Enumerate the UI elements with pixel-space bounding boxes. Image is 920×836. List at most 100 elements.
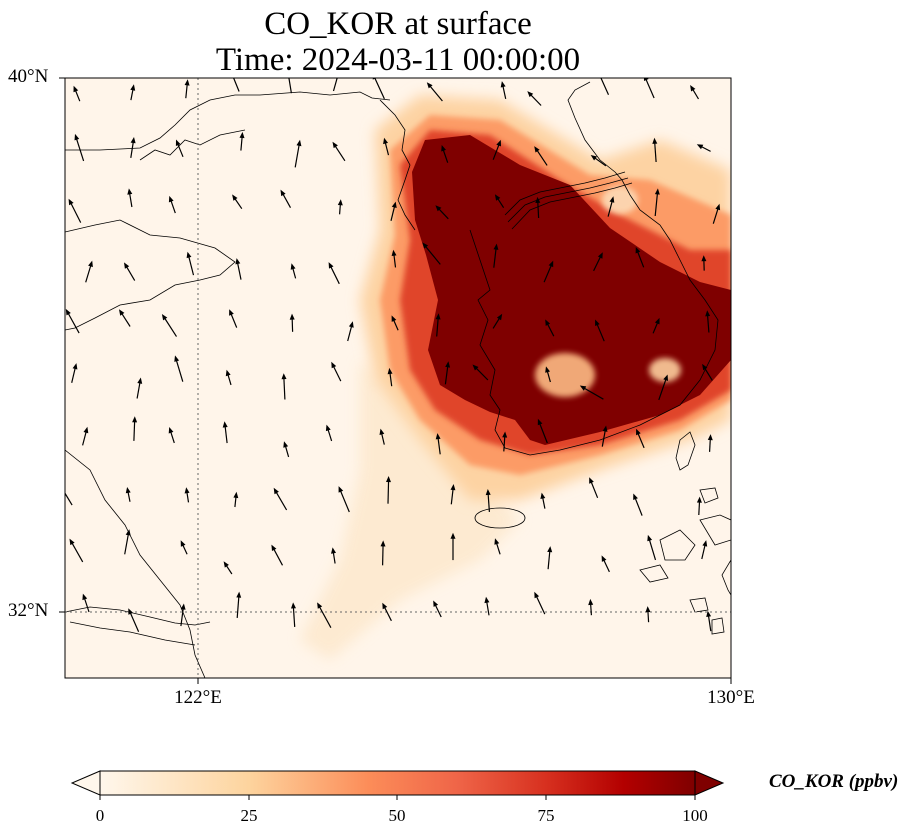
wind-arrowhead: [72, 363, 78, 370]
wind-arrowhead: [435, 313, 441, 320]
wind-vector: [537, 199, 540, 219]
wind-arrowhead: [180, 540, 186, 547]
wind-arrowhead: [174, 355, 180, 362]
wind-vector: [654, 140, 657, 163]
wind-vector: [535, 594, 546, 615]
wind-vector: [65, 492, 73, 506]
wind-arrowhead: [485, 489, 491, 496]
wind-arrowhead: [130, 137, 136, 144]
wind-arrowhead: [125, 529, 131, 536]
wind-vectors: [65, 71, 721, 632]
wind-vector: [75, 136, 85, 162]
wind-arrowhead: [579, 385, 587, 391]
wind-vector: [658, 377, 668, 401]
colorbar-tick-100: 100: [682, 806, 708, 825]
wind-arrowhead: [652, 137, 658, 144]
wind-arrowhead: [168, 427, 174, 434]
wind-vector: [70, 540, 84, 563]
wind-arrowhead: [422, 242, 429, 249]
wind-arrowhead: [161, 314, 168, 321]
wind-arrowhead: [441, 145, 446, 152]
wind-arrowhead: [332, 141, 338, 149]
wind-arrowhead: [601, 555, 607, 562]
wind-arrowhead: [588, 598, 594, 606]
lat-label-40n: 40°N: [8, 66, 49, 87]
wind-arrowhead: [654, 317, 660, 325]
wind-vector: [387, 478, 390, 504]
wind-arrowhead: [496, 313, 503, 321]
wind-arrowhead: [180, 603, 186, 610]
wind-arrowhead: [387, 367, 393, 375]
wind-arrowhead: [548, 260, 554, 268]
wind-arrowhead: [597, 252, 603, 259]
wind-arrowhead: [472, 364, 479, 371]
wind-arrowhead: [633, 493, 638, 500]
wind-arrowhead: [701, 255, 707, 262]
colorbar-tick-75: 75: [537, 806, 555, 825]
wind-arrowhead: [271, 544, 277, 551]
map-frame: [64, 77, 732, 679]
wind-arrowhead: [696, 496, 702, 503]
wind-vector: [382, 543, 384, 566]
wind-arrowhead: [127, 188, 133, 195]
wind-arrowhead: [527, 91, 534, 98]
wind-vector: [648, 537, 657, 561]
wind-vector: [133, 419, 136, 441]
wind-vector: [187, 254, 195, 276]
wind-arrowhead: [696, 144, 704, 150]
wind-arrowhead: [635, 247, 641, 254]
colorbar-tick-25: 25: [240, 806, 258, 825]
wind-arrowhead: [325, 424, 331, 432]
colorbar-tick-50: 50: [388, 806, 406, 825]
wind-arrowhead: [382, 602, 388, 610]
wind-vector: [274, 490, 288, 511]
wind-vector: [333, 143, 346, 162]
wind-vector: [272, 546, 284, 566]
colorbar: [70, 770, 725, 800]
wind-vector: [493, 246, 497, 268]
map-subtitle-time: Time: 2024-03-11 00:00:00: [215, 42, 581, 78]
wind-arrowhead: [281, 373, 287, 380]
wind-vector: [547, 549, 551, 570]
wind-arrowhead: [317, 602, 323, 609]
wind-vector: [66, 311, 80, 334]
wind-vector: [85, 263, 92, 283]
wind-arrowhead: [289, 313, 295, 320]
wind-arrowhead: [496, 139, 501, 147]
graticule: [65, 78, 731, 678]
wind-vector: [69, 201, 82, 223]
wind-vector: [487, 491, 490, 512]
wind-vector: [294, 142, 301, 168]
wind-arrowhead: [229, 309, 234, 316]
wind-arrowhead: [534, 591, 540, 599]
wind-arrowhead: [590, 155, 597, 161]
wind-vector: [124, 532, 130, 555]
wind-arrowhead: [500, 81, 506, 88]
wind-arrowhead: [184, 79, 190, 86]
wind-vector: [236, 260, 242, 280]
wind-vector: [437, 436, 441, 455]
wind-arrowhead: [168, 195, 174, 203]
wind-arrowhead: [426, 82, 433, 89]
lat-label-32n: 32°N: [8, 600, 49, 621]
wind-arrowhead: [540, 492, 546, 499]
wind-arrowhead: [702, 363, 708, 371]
colorbar-label: CO_KOR (ppbv): [769, 771, 899, 792]
wind-vector: [636, 249, 645, 268]
wind-arrowhead: [609, 196, 615, 203]
wind-arrowhead: [707, 434, 713, 441]
wind-arrowhead: [338, 486, 344, 493]
wind-arrowhead: [233, 491, 239, 499]
wind-arrowhead: [706, 610, 712, 617]
wind-arrowhead: [379, 428, 385, 435]
wind-arrowhead: [296, 139, 302, 147]
wind-arrowhead: [348, 321, 354, 328]
wind-arrowhead: [231, 71, 236, 78]
wind-arrowhead: [130, 84, 136, 91]
wind-vector: [136, 380, 141, 399]
wind-arrowhead: [119, 309, 125, 316]
wind-arrowhead: [65, 308, 71, 316]
lon-label-122e: 122°E: [174, 687, 222, 708]
wind-arrowhead: [715, 203, 721, 211]
